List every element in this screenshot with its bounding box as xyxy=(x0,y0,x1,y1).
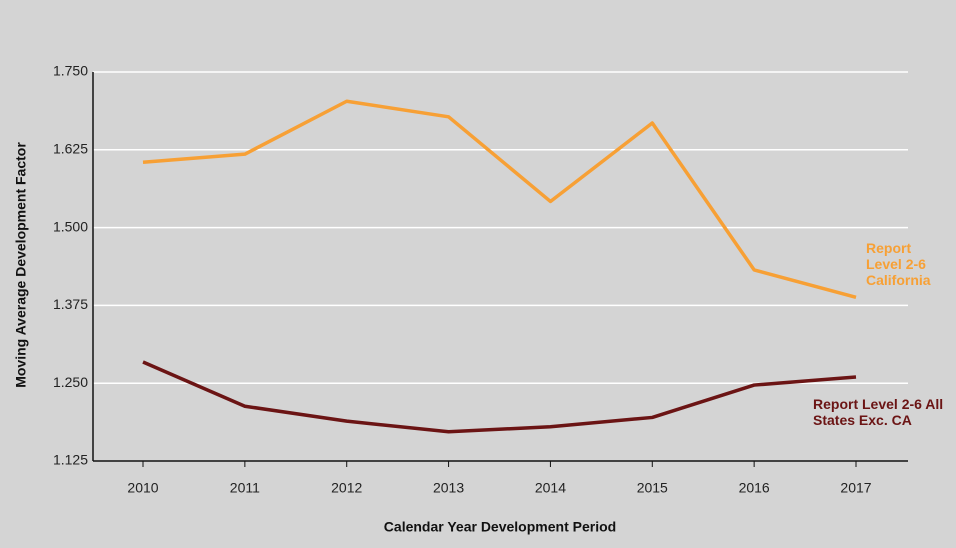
y-tick-label: 1.500 xyxy=(53,218,88,234)
series-label: Report Level 2-6 California xyxy=(866,240,931,288)
x-tick-label: 2014 xyxy=(535,480,566,496)
series-line xyxy=(142,360,857,434)
y-tick-label: 1.250 xyxy=(53,374,88,390)
series-line xyxy=(142,99,857,299)
x-axis-title: Calendar Year Development Period xyxy=(384,519,616,535)
x-tick-label: 2011 xyxy=(230,480,260,496)
x-tick-label: 2010 xyxy=(127,480,158,496)
y-tick-label: 1.625 xyxy=(53,141,88,157)
series-label: Report Level 2-6 All States Exc. CA xyxy=(813,396,944,428)
y-tick-label: 1.750 xyxy=(53,63,88,79)
x-tick-label: 2016 xyxy=(739,480,770,496)
x-tick-label: 2017 xyxy=(840,480,871,496)
x-tick-label: 2012 xyxy=(331,480,362,496)
y-tick-label: 1.375 xyxy=(53,296,88,312)
y-axis-title: Moving Average Development Factor xyxy=(13,142,29,388)
y-tick-label: 1.125 xyxy=(53,452,88,468)
x-tick-label: 2013 xyxy=(433,480,464,496)
x-tick-label: 2015 xyxy=(637,480,668,496)
